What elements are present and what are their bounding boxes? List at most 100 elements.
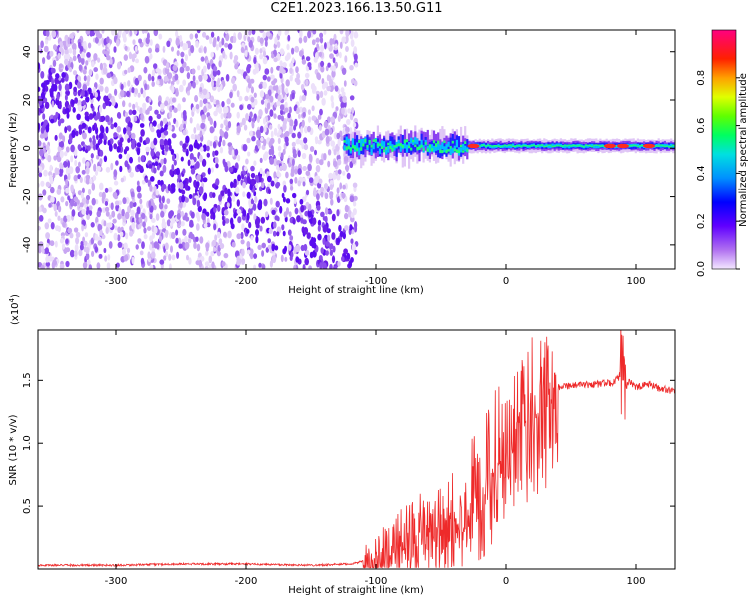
spectrogram-cell: [66, 112, 70, 119]
signal-band-cell: [559, 145, 562, 147]
spectrogram-cell: [308, 116, 312, 123]
spectrogram-cell: [158, 202, 164, 210]
spectrogram-cell: [216, 250, 221, 257]
spectrogram-cell: [196, 243, 201, 252]
spectrogram-cell: [330, 198, 334, 206]
signal-band-cell: [420, 144, 423, 148]
spectrogram-cell: [43, 45, 49, 53]
spectrogram-cell: [336, 174, 341, 181]
signal-band-cell: [564, 145, 567, 149]
spectrogram-cell: [38, 241, 44, 248]
spectrogram-cell: [277, 137, 281, 145]
spectrogram-cell: [260, 136, 264, 142]
spectrogram-cell: [173, 107, 178, 113]
spectrogram-cell: [257, 244, 262, 250]
spectrogram-cell: [320, 211, 325, 218]
spectrogram-cell: [38, 45, 42, 52]
spectrogram-cell: [186, 72, 191, 80]
spectrogram-cell: [70, 184, 74, 193]
spectrogram-cell: [166, 198, 171, 205]
spectrogram-cell: [248, 39, 253, 48]
spectrogram-cell: [156, 113, 162, 120]
spectrogram-cell: [78, 124, 83, 131]
signal-band-cell: [659, 144, 662, 146]
spectrogram-cell: [244, 31, 249, 38]
spectrogram-cell: [65, 167, 70, 175]
signal-band-cell: [597, 144, 600, 146]
spectrogram-cell: [270, 66, 274, 74]
spectrogram-cell: [57, 52, 61, 60]
spectrogram-cell: [256, 130, 261, 139]
spectrogram-cell: [282, 123, 287, 131]
spectrogram-cell: [170, 231, 176, 240]
spectrogram-cell: [188, 176, 192, 183]
signal-band-cell: [393, 145, 396, 148]
spectrogram-cell: [86, 52, 91, 58]
spectrogram-cell: [86, 75, 91, 83]
signal-band-cell: [360, 139, 363, 147]
spectrogram-cell: [242, 144, 248, 152]
signal-band-cell: [455, 139, 458, 148]
spectrogram-cell: [185, 65, 190, 72]
spectrogram-cell: [354, 249, 358, 255]
spectrogram-cell: [229, 51, 233, 60]
spectrogram-cell: [339, 30, 344, 35]
spectrogram-cell: [261, 242, 267, 249]
spectrogram-cell: [296, 215, 301, 223]
spectrogram-cell: [153, 137, 158, 146]
signal-band-cell: [387, 146, 390, 153]
spectrogram-cell: [251, 30, 256, 35]
spectrogram-cell: [309, 146, 315, 152]
signal-band-cell: [449, 137, 452, 151]
spectrogram-cell: [81, 89, 85, 97]
spectrogram-cell: [312, 85, 317, 93]
spectrogram-cell: [93, 67, 98, 73]
spectrogram-cell: [160, 158, 164, 165]
spectrogram-cell: [197, 65, 201, 71]
peak-amplitude-mark: [643, 143, 655, 149]
signal-band-cell: [632, 144, 635, 146]
spectrogram-cell: [271, 53, 275, 59]
spectrogram-cell: [341, 91, 346, 97]
spectrogram-cell: [74, 148, 78, 157]
spectrogram-cell: [196, 30, 201, 34]
spectrogram-cell: [59, 263, 65, 269]
spectrogram-cell: [85, 161, 90, 168]
spectrogram-cell: [302, 264, 306, 269]
spectrogram-cell: [289, 235, 294, 241]
signal-band-cell: [451, 133, 454, 148]
spectrogram-cell: [195, 80, 199, 85]
spectrogram-cell: [262, 81, 268, 89]
spectrogram-cell: [195, 223, 200, 231]
spectrogram-cell: [143, 234, 148, 240]
spectrogram-cell: [304, 249, 310, 256]
spectrogram-cell: [136, 105, 140, 112]
spectrogram-cell: [148, 164, 153, 169]
spectrogram-cell: [85, 252, 90, 260]
spectrogram-cell: [341, 36, 347, 44]
x-tick-label: 100: [626, 276, 645, 287]
spectrogram-cell: [58, 132, 63, 140]
signal-band-cell: [543, 146, 546, 148]
spectrogram-cell: [182, 143, 187, 150]
spectrogram-cell: [171, 216, 176, 224]
signal-band-cell: [464, 141, 467, 144]
spectrogram-cell: [322, 225, 328, 233]
spectrogram-cell: [344, 204, 349, 213]
spectrogram-cell: [242, 170, 247, 176]
signal-band-cell: [453, 145, 456, 151]
signal-band-cell: [568, 145, 571, 149]
signal-band-cell: [358, 139, 361, 153]
signal-band-cell: [559, 143, 562, 147]
spectrogram-cell: [82, 146, 86, 152]
spectrogram-cell: [254, 98, 258, 106]
spectrogram-cell: [184, 197, 189, 203]
signal-band-cell: [516, 144, 519, 147]
spectrogram-cell: [239, 104, 244, 111]
spectrogram-cell: [342, 170, 346, 176]
spectrogram-cell: [171, 164, 175, 172]
spectrogram-cell: [268, 188, 271, 195]
spectrogram-cell: [308, 203, 312, 212]
spectrogram-cell: [272, 230, 277, 237]
